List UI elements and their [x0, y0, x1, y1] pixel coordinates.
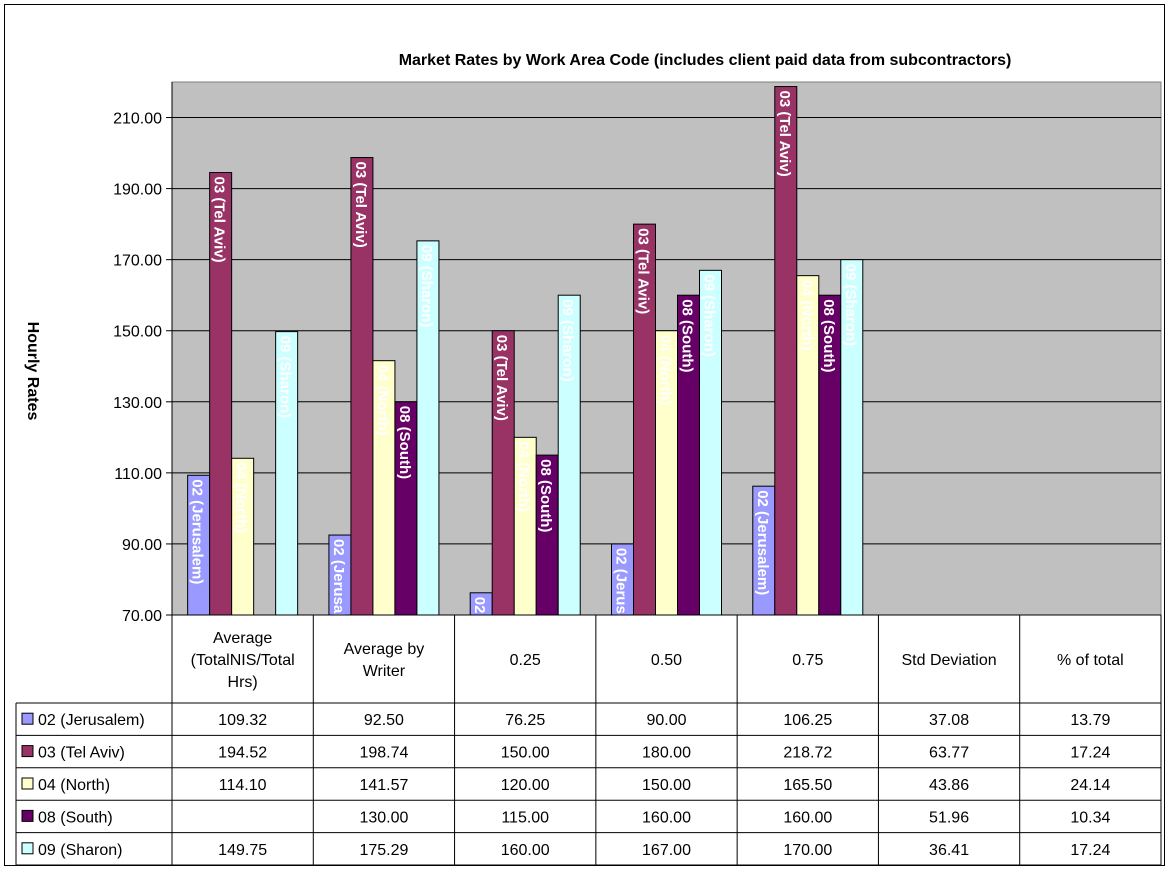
y-tick-label: 150.00 — [113, 324, 162, 341]
legend-label-02-jerusalem: 02 (Jerusalem) — [38, 712, 145, 729]
table-cell: 120.00 — [501, 777, 550, 794]
bar-label-09-sharon: 09 (Sharon) — [842, 264, 859, 347]
bar-label-03-tel-aviv: 03 (Tel Aviv) — [493, 335, 510, 421]
y-tick-label: 190.00 — [113, 182, 162, 199]
y-tick-label: 130.00 — [113, 395, 162, 412]
bar-label-02-jerusalem: 02 (Jerusalem) — [189, 479, 206, 584]
bar-label-04-north: 04 (North) — [798, 280, 815, 351]
bar-label-03-tel-aviv: 03 (Tel Aviv) — [635, 228, 652, 314]
table-cell: 114.10 — [219, 777, 267, 794]
table-cell: 76.25 — [505, 712, 545, 729]
data-table: Average (TotalNIS/Total Hrs) Average by Writ… — [15, 614, 1162, 865]
bar-label-08-south: 08 (South) — [537, 459, 554, 532]
table-cell: 36.41 — [929, 842, 969, 859]
bar-label-03-tel-aviv: 03 (Tel Aviv) — [211, 177, 228, 263]
legend-swatch-04-north — [21, 777, 34, 790]
y-tick-label: 210.00 — [113, 111, 162, 128]
table-column-header: % of total — [1057, 652, 1124, 669]
table-column-header: Average — [213, 630, 272, 647]
table-cell: 24.14 — [1070, 777, 1110, 794]
table-cell: 165.50 — [783, 777, 832, 794]
legend-label-09-sharon: 09 (Sharon) — [38, 842, 123, 859]
table-cell: 180.00 — [642, 745, 691, 762]
bar-label-08-south: 08 (South) — [820, 299, 837, 372]
bar-label-02-jerusalem: 02 (Jerusalem) — [330, 539, 347, 644]
table-column-header: (TotalNIS/Total — [191, 652, 295, 669]
chart-frame: Market Rates by Work Area Code (includes… — [4, 4, 1165, 866]
legend-label-08-south: 08 (South) — [38, 809, 113, 826]
bar-label-02-jerusalem: 02 (Jerusalem) — [754, 490, 771, 595]
table-cell: 149.75 — [218, 842, 267, 859]
table-column-header: 0.25 — [510, 652, 541, 669]
table-cell: 150.00 — [642, 777, 691, 794]
legend-swatch-08-south — [21, 809, 34, 822]
table-cell: 109.32 — [218, 712, 267, 729]
table-column-header: 0.50 — [651, 652, 682, 669]
table-cell: 194.52 — [218, 745, 267, 762]
table-cell: 160.00 — [642, 809, 691, 826]
chart-title: Market Rates by Work Area Code (includes… — [399, 52, 1012, 69]
table-cell: 37.08 — [929, 712, 969, 729]
table-cell: 170.00 — [783, 842, 832, 859]
table-cell: 130.00 — [359, 809, 408, 826]
table-cell: 10.34 — [1070, 809, 1110, 826]
table-cell: 198.74 — [359, 745, 408, 762]
bar-label-04-north: 04 (North) — [233, 462, 250, 533]
legend-swatch-02-jerusalem — [21, 712, 34, 725]
bar-label-04-north: 04 (North) — [515, 441, 532, 512]
table-cell: 17.24 — [1070, 842, 1110, 859]
bar-label-03-tel-aviv: 03 (Tel Aviv) — [352, 162, 369, 248]
table-cell: 63.77 — [929, 745, 969, 762]
table-cell: 175.29 — [359, 842, 408, 859]
table-column-header: 0.75 — [792, 652, 823, 669]
table-cell: 150.00 — [501, 745, 550, 762]
table-cell: 13.79 — [1070, 712, 1110, 729]
bar-label-08-south: 08 (South) — [679, 299, 696, 372]
bar-label-04-north: 04 (North) — [374, 365, 391, 436]
table-cell: 141.57 — [359, 777, 408, 794]
bar-label-02-jerusalem: 02 (Jerusalem) — [471, 597, 488, 702]
table-cell: 115.00 — [501, 809, 549, 826]
bar-label-03-tel-aviv: 03 (Tel Aviv) — [776, 91, 793, 177]
table-cell: 90.00 — [646, 712, 686, 729]
table-cell: 17.24 — [1070, 745, 1110, 762]
y-tick-label: 70.00 — [122, 608, 162, 625]
y-tick-label: 110.00 — [114, 466, 162, 483]
y-axis-label: Hourly Rates — [24, 322, 41, 421]
table-cell: 106.25 — [783, 712, 832, 729]
table-cell: 43.86 — [929, 777, 969, 794]
bar-label-09-sharon: 09 (Sharon) — [418, 245, 435, 328]
table-cell: 167.00 — [642, 842, 691, 859]
bar-label-09-sharon: 09 (Sharon) — [277, 336, 294, 419]
table-cell: 92.50 — [364, 712, 404, 729]
y-tick-label: 170.00 — [113, 253, 162, 270]
bar-label-02-jerusalem: 02 (Jerusalem) — [613, 548, 630, 653]
legend-label-04-north: 04 (North) — [38, 777, 110, 794]
table-cell: 160.00 — [501, 842, 550, 859]
table-column-header: Writer — [363, 663, 406, 680]
legend-swatch-09-sharon — [21, 842, 34, 855]
table-cell: 51.96 — [929, 809, 969, 826]
plot-area: 70.00 90.00 110.00 130.00 150.00 170.00 190.00… — [113, 81, 1162, 702]
bar-label-08-south: 08 (South) — [396, 406, 413, 479]
bar-label-09-sharon: 09 (Sharon) — [559, 299, 576, 382]
table-column-header: Std Deviation — [901, 652, 996, 669]
chart-svg: Market Rates by Work Area Code (includes… — [15, 52, 1162, 865]
table-cell: 218.72 — [783, 745, 832, 762]
table-column-header: Average by — [344, 641, 425, 658]
y-tick-label: 90.00 — [122, 537, 162, 554]
legend-swatch-03-tel-aviv — [21, 745, 34, 758]
bar-label-09-sharon: 09 (Sharon) — [701, 274, 718, 357]
bar-label-04-north: 04 (North) — [657, 335, 674, 406]
legend-label-03-tel-aviv: 03 (Tel Aviv) — [38, 745, 125, 762]
table-column-header: Hrs) — [228, 674, 258, 691]
table-cell: 160.00 — [783, 809, 832, 826]
